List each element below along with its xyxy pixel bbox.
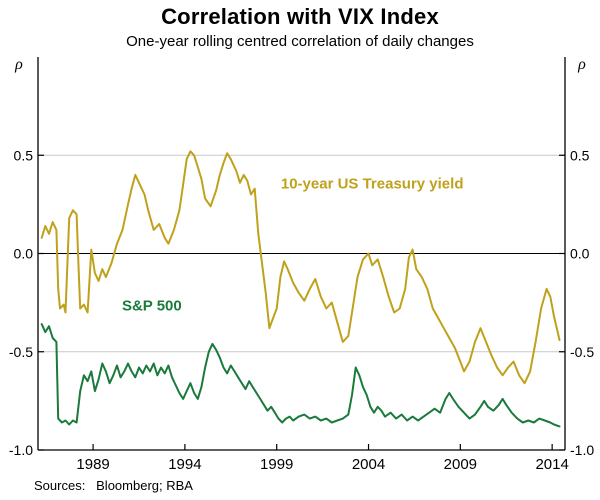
source-note: Sources: Bloomberg; RBA (34, 478, 193, 493)
y-unit-label-left: ρ (14, 56, 23, 73)
x-tick-label: 1999 (260, 456, 293, 473)
x-tick-label: 1989 (76, 456, 109, 473)
y-tick-label-left: 0.5 (14, 147, 34, 163)
chart-subtitle: One-year rolling centred correlation of … (126, 33, 474, 50)
series-label-s-p-500: S&P 500 (122, 297, 182, 314)
y-tick-label-left: -0.5 (9, 344, 33, 360)
chart-title: Correlation with VIX Index (161, 4, 439, 29)
y-tick-label-right: 0.0 (570, 246, 590, 262)
x-tick-label: 2009 (444, 456, 477, 473)
x-tick-label: 2004 (352, 456, 385, 473)
y-tick-label-right: -1.0 (570, 442, 594, 458)
series-label-10-year-us-treasury-yield: 10-year US Treasury yield (281, 176, 464, 193)
y-tick-label-left: 0.0 (14, 246, 34, 262)
y-tick-label-left: -1.0 (9, 442, 33, 458)
series-line-s-p-500 (40, 323, 561, 428)
y-tick-label-right: -0.5 (570, 344, 594, 360)
x-tick-label: 2014 (535, 456, 568, 473)
y-unit-label-right: ρ (577, 56, 586, 73)
y-tick-label-right: 0.5 (570, 147, 590, 163)
series-line-10-year-us-treasury-yield (40, 150, 561, 385)
x-tick-label: 1994 (168, 456, 201, 473)
